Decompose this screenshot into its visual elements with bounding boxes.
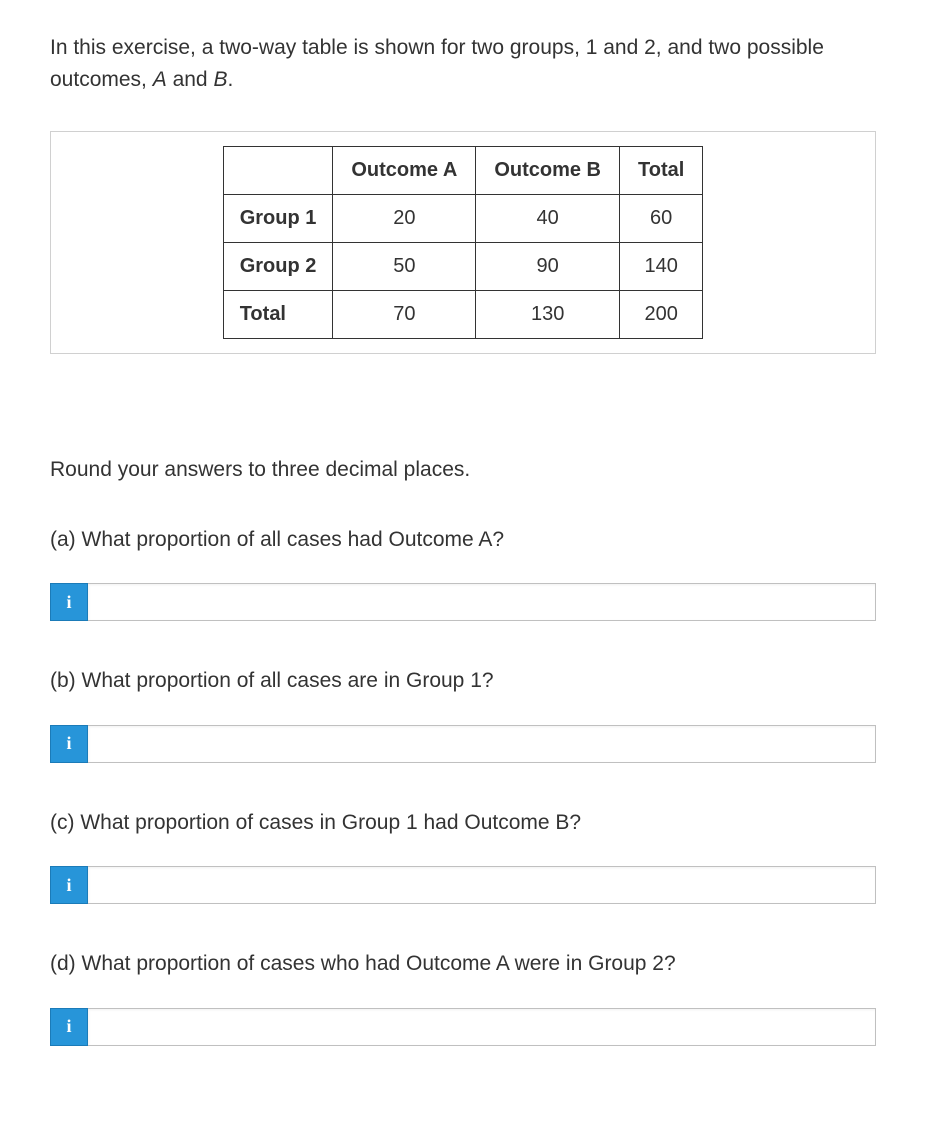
table-row: Group 2 50 90 140: [223, 243, 703, 291]
answer-row-d: i: [50, 1008, 876, 1046]
rounding-instruction: Round your answers to three decimal plac…: [50, 454, 876, 486]
two-way-table: Outcome A Outcome B Total Group 1 20 40 …: [223, 146, 704, 339]
intro-italic-b: B: [213, 68, 227, 91]
answer-input-a[interactable]: [88, 583, 876, 621]
cell-total-b: 130: [476, 291, 620, 339]
table-header-empty: [223, 147, 333, 195]
question-c-text: (c) What proportion of cases in Group 1 …: [50, 807, 876, 839]
info-icon[interactable]: i: [50, 866, 88, 904]
table-header-total: Total: [620, 147, 703, 195]
cell-total-a: 70: [333, 291, 476, 339]
question-d-text: (d) What proportion of cases who had Out…: [50, 948, 876, 980]
table-container: Outcome A Outcome B Total Group 1 20 40 …: [50, 131, 876, 354]
answer-input-b[interactable]: [88, 725, 876, 763]
cell-grand-total: 200: [620, 291, 703, 339]
answer-row-a: i: [50, 583, 876, 621]
row-header-total: Total: [223, 291, 333, 339]
answer-input-d[interactable]: [88, 1008, 876, 1046]
answer-row-c: i: [50, 866, 876, 904]
row-header-group2: Group 2: [223, 243, 333, 291]
info-glyph: i: [66, 875, 71, 896]
question-a-text: (a) What proportion of all cases had Out…: [50, 524, 876, 556]
cell-g2-total: 140: [620, 243, 703, 291]
table-header-outcome-b: Outcome B: [476, 147, 620, 195]
cell-g1-total: 60: [620, 195, 703, 243]
info-icon[interactable]: i: [50, 583, 88, 621]
answer-row-b: i: [50, 725, 876, 763]
info-glyph: i: [66, 1016, 71, 1037]
info-glyph: i: [66, 733, 71, 754]
table-row: Total 70 130 200: [223, 291, 703, 339]
info-glyph: i: [66, 592, 71, 613]
cell-g2-b: 90: [476, 243, 620, 291]
table-row: Group 1 20 40 60: [223, 195, 703, 243]
cell-g1-a: 20: [333, 195, 476, 243]
table-header-outcome-a: Outcome A: [333, 147, 476, 195]
cell-g2-a: 50: [333, 243, 476, 291]
row-header-group1: Group 1: [223, 195, 333, 243]
intro-italic-a: A: [153, 68, 167, 91]
cell-g1-b: 40: [476, 195, 620, 243]
answer-input-c[interactable]: [88, 866, 876, 904]
intro-mid: and: [167, 68, 214, 91]
table-header-row: Outcome A Outcome B Total: [223, 147, 703, 195]
question-b-text: (b) What proportion of all cases are in …: [50, 665, 876, 697]
intro-text: In this exercise, a two-way table is sho…: [50, 32, 876, 95]
intro-suffix: .: [227, 68, 233, 91]
info-icon[interactable]: i: [50, 725, 88, 763]
info-icon[interactable]: i: [50, 1008, 88, 1046]
